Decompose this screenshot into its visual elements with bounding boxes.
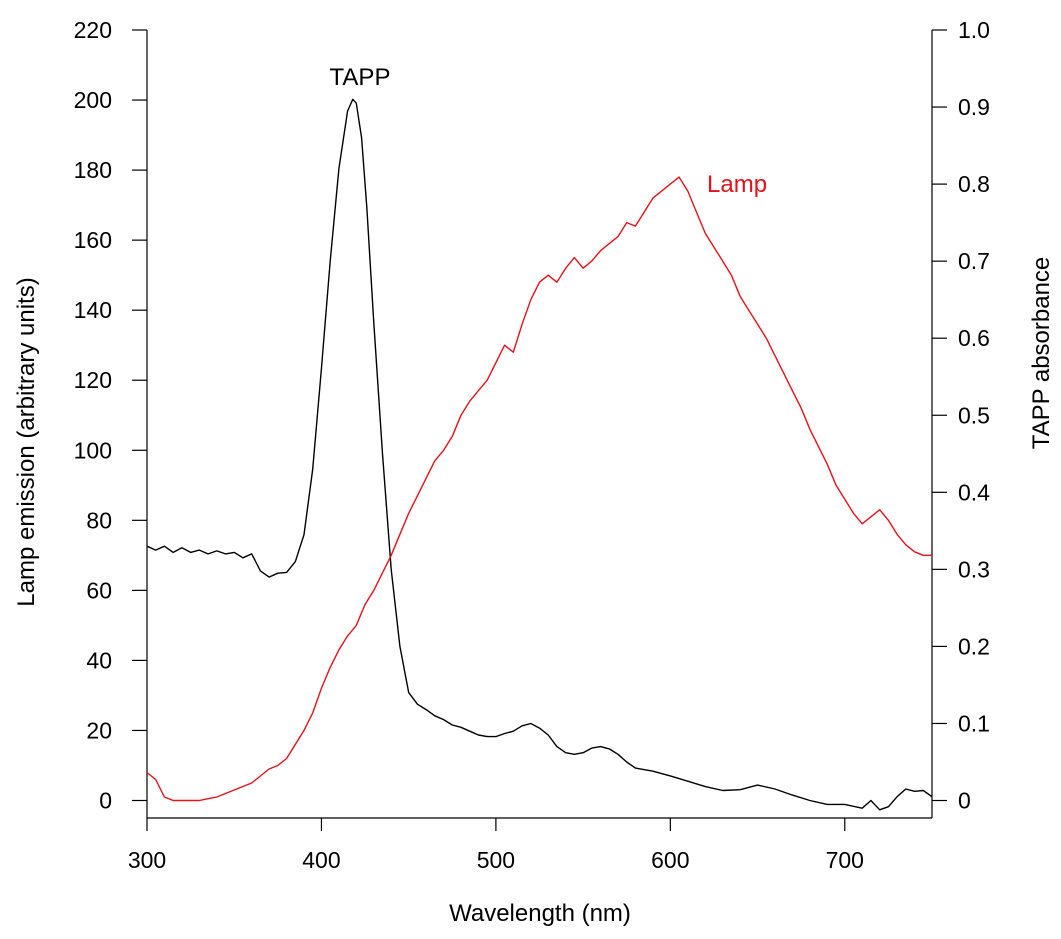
series-label-tapp: TAPP bbox=[330, 64, 391, 91]
y-left-axis-title: Lamp emission (arbitrary units) bbox=[13, 277, 40, 606]
y-left-tick-label: 100 bbox=[74, 437, 112, 463]
series-label-lamp: Lamp bbox=[707, 171, 767, 198]
x-axis-ticks: 300 400 500 600 700 bbox=[128, 818, 864, 873]
x-tick-label: 700 bbox=[826, 847, 864, 873]
series-line-lamp bbox=[146, 176, 932, 802]
y-left-tick-label: 140 bbox=[74, 297, 112, 323]
y-left-tick-label: 160 bbox=[74, 227, 112, 253]
x-axis-title: Wavelength (nm) bbox=[449, 900, 631, 927]
y-left-tick-label: 200 bbox=[74, 87, 112, 113]
y-left-tick-label: 220 bbox=[74, 17, 112, 43]
y-right-tick-label: 0.8 bbox=[958, 171, 990, 197]
y-left-tick-label: 80 bbox=[86, 507, 112, 533]
y-right-tick-label: 0.7 bbox=[958, 248, 990, 274]
y-right-tick-label: 0.6 bbox=[958, 325, 990, 351]
y-left-tick-label: 120 bbox=[74, 367, 112, 393]
y-right-axis-title: TAPP absorbance bbox=[1028, 257, 1055, 450]
plot-frame bbox=[146, 30, 933, 819]
y-right-tick-label: 0.2 bbox=[958, 633, 990, 659]
y-left-tick-label: 180 bbox=[74, 157, 112, 183]
y-right-axis-ticks: 0 0.1 0.2 0.3 0.4 0.5 0.6 0.7 0.8 0.9 1.0 bbox=[932, 17, 990, 814]
y-right-tick-label: 0.9 bbox=[958, 94, 990, 120]
y-right-tick-label: 0.1 bbox=[958, 710, 990, 736]
y-left-axis-ticks: 0 20 40 60 80 100 120 140 160 180 200 220 bbox=[74, 17, 147, 813]
y-left-tick-label: 40 bbox=[86, 647, 112, 673]
x-tick-label: 400 bbox=[302, 847, 340, 873]
x-tick-label: 300 bbox=[128, 847, 166, 873]
y-right-tick-label: 0.4 bbox=[958, 479, 990, 505]
y-right-tick-label: 1.0 bbox=[958, 17, 990, 43]
series-line-tapp bbox=[146, 98, 933, 811]
y-right-tick-label: 0.3 bbox=[958, 556, 990, 582]
y-right-tick-label: 0.5 bbox=[958, 402, 990, 428]
y-right-tick-label: 0 bbox=[958, 788, 971, 814]
series-layer bbox=[146, 98, 933, 811]
y-left-tick-label: 20 bbox=[86, 717, 112, 743]
x-tick-label: 500 bbox=[477, 847, 515, 873]
y-left-tick-label: 0 bbox=[99, 787, 112, 813]
y-left-tick-label: 60 bbox=[86, 577, 112, 603]
x-tick-label: 600 bbox=[651, 847, 689, 873]
